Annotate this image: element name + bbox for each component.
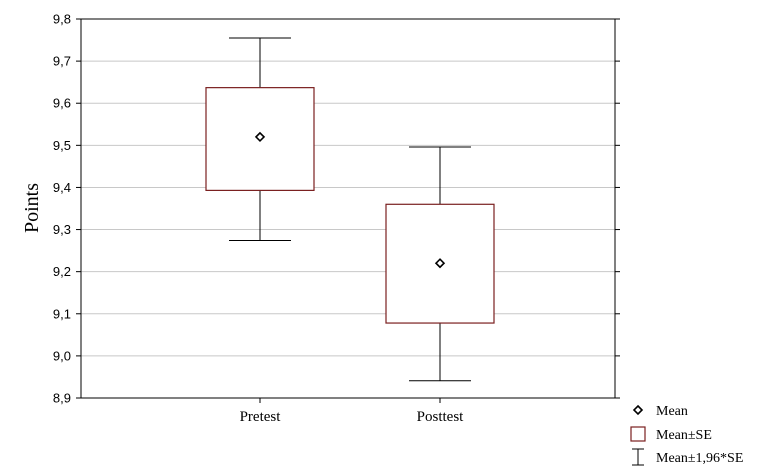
y-tick-label: 9,0 bbox=[53, 348, 71, 363]
mean-marker bbox=[434, 258, 446, 269]
legend: Mean Mean±SE Mean±1,96*SE bbox=[630, 404, 743, 466]
legend-mean-icon bbox=[632, 404, 644, 416]
x-category-label: Pretest bbox=[240, 409, 282, 425]
x-axis-labels: Pretest Posttest bbox=[240, 398, 465, 425]
y-tick-label: 9,1 bbox=[53, 306, 71, 321]
legend-label: Mean±1,96*SE bbox=[656, 451, 743, 466]
y-tick-label: 9,7 bbox=[53, 54, 71, 69]
y-tick-label: 9,2 bbox=[53, 264, 71, 279]
legend-label: Mean bbox=[656, 404, 688, 419]
y-tick-label: 9,4 bbox=[53, 180, 71, 195]
mean-marker bbox=[254, 131, 266, 143]
box-marks bbox=[205, 37, 495, 382]
y-tick-label: 9,5 bbox=[53, 138, 71, 153]
y-tick-label: 8,9 bbox=[53, 391, 71, 406]
y-axis-ticks: 8,9 9,0 9,1 9,2 9,3 9,4 9,5 9,6 9,7 9,8 bbox=[53, 12, 620, 406]
legend-label: Mean±SE bbox=[656, 428, 712, 443]
x-category-label: Posttest bbox=[417, 409, 465, 425]
legend-whisker-icon bbox=[632, 448, 644, 466]
y-tick-label: 9,3 bbox=[53, 222, 71, 237]
box-group-posttest bbox=[385, 146, 495, 382]
plot-frame bbox=[80, 18, 616, 399]
box-group-pretest bbox=[205, 37, 315, 242]
y-axis-title: Points bbox=[21, 183, 43, 233]
y-tick-label: 9,8 bbox=[53, 12, 71, 27]
y-tick-label: 9,6 bbox=[53, 96, 71, 111]
grid-lines bbox=[81, 60, 615, 357]
legend-se-box-icon bbox=[630, 426, 646, 442]
